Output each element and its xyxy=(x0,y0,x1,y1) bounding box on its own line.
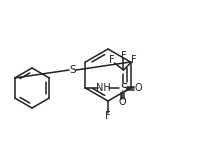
Text: S: S xyxy=(120,81,127,94)
Text: O: O xyxy=(135,83,142,93)
Text: F: F xyxy=(109,55,114,65)
Text: F: F xyxy=(105,111,111,121)
Text: NH: NH xyxy=(96,83,111,93)
Text: F: F xyxy=(131,55,136,65)
Text: O: O xyxy=(119,97,126,107)
Text: F: F xyxy=(121,51,126,61)
Text: S: S xyxy=(69,65,76,75)
